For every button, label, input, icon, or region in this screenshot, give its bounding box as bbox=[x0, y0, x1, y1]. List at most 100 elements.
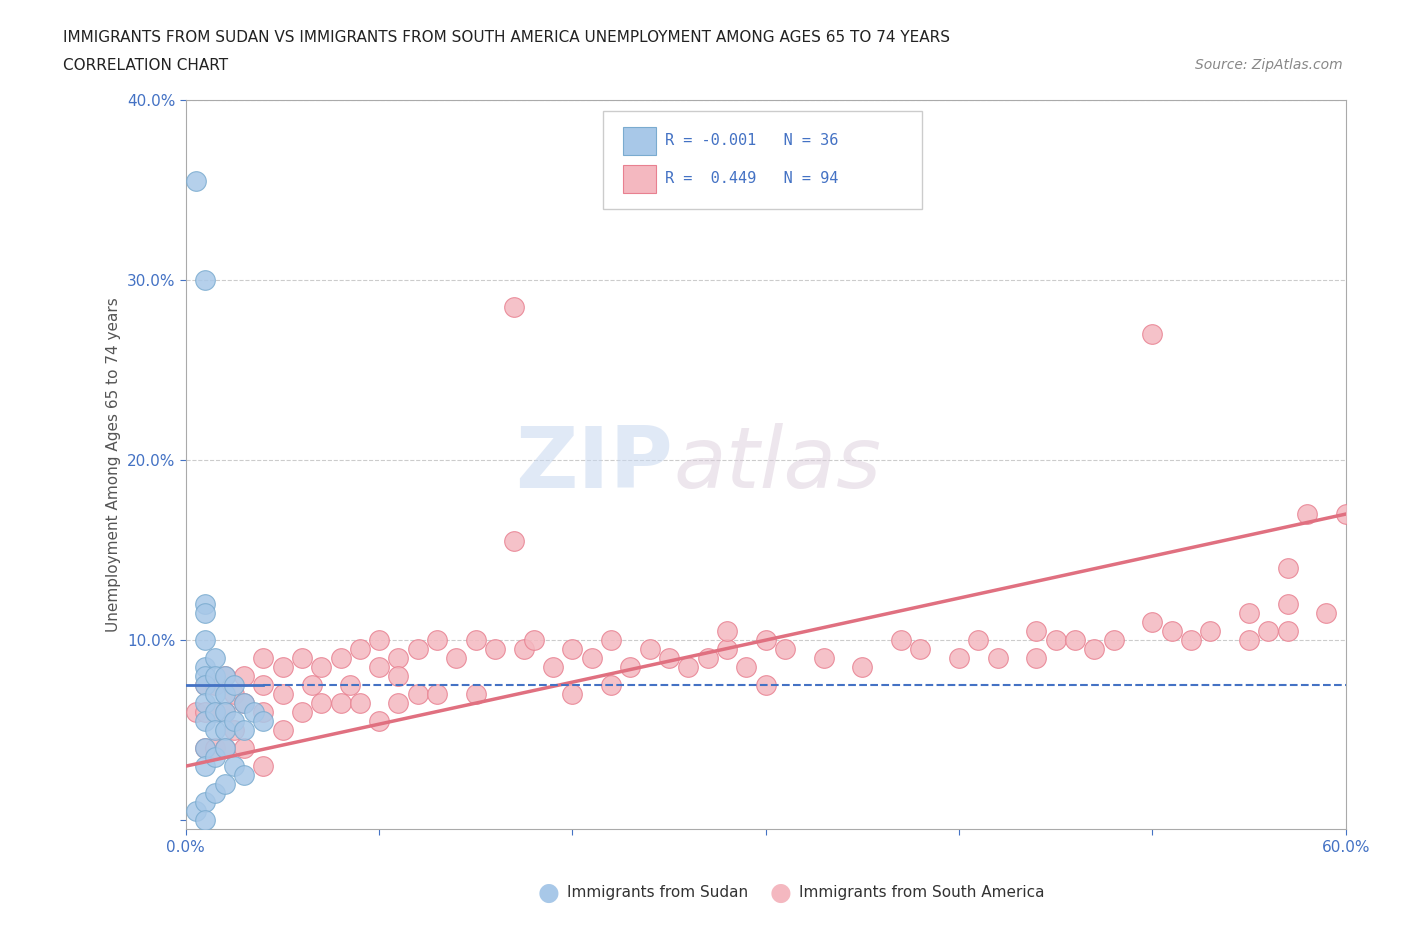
Point bbox=[1277, 624, 1299, 639]
Point bbox=[214, 686, 236, 701]
Point bbox=[406, 642, 429, 657]
Point bbox=[214, 777, 236, 791]
Point bbox=[194, 795, 217, 810]
Point bbox=[224, 713, 246, 728]
Point bbox=[232, 723, 254, 737]
Point bbox=[194, 632, 217, 647]
Text: IMMIGRANTS FROM SUDAN VS IMMIGRANTS FROM SOUTH AMERICA UNEMPLOYMENT AMONG AGES 6: IMMIGRANTS FROM SUDAN VS IMMIGRANTS FROM… bbox=[63, 30, 950, 45]
Point bbox=[1025, 651, 1047, 666]
Point bbox=[232, 767, 254, 782]
Point bbox=[406, 686, 429, 701]
Point bbox=[387, 696, 409, 711]
Y-axis label: Unemployment Among Ages 65 to 74 years: Unemployment Among Ages 65 to 74 years bbox=[107, 298, 121, 632]
Point bbox=[561, 686, 583, 701]
Point bbox=[755, 632, 778, 647]
Point bbox=[523, 632, 546, 647]
Point bbox=[194, 713, 217, 728]
Point bbox=[561, 642, 583, 657]
Point bbox=[967, 632, 990, 647]
Point bbox=[581, 651, 603, 666]
Point bbox=[204, 651, 226, 666]
Point bbox=[194, 678, 217, 693]
Bar bbox=[623, 127, 655, 154]
Point bbox=[600, 632, 623, 647]
Point bbox=[194, 740, 217, 755]
Point bbox=[204, 786, 226, 801]
FancyBboxPatch shape bbox=[603, 111, 922, 209]
Point bbox=[755, 678, 778, 693]
Point bbox=[224, 686, 246, 701]
Point bbox=[368, 713, 391, 728]
Point bbox=[638, 642, 661, 657]
Point bbox=[271, 723, 294, 737]
Point bbox=[1237, 632, 1260, 647]
Point bbox=[242, 705, 264, 720]
Point bbox=[291, 705, 314, 720]
Point bbox=[204, 686, 226, 701]
Point bbox=[1160, 624, 1182, 639]
Point bbox=[194, 605, 217, 620]
Point bbox=[214, 669, 236, 684]
Point bbox=[1257, 624, 1279, 639]
Point bbox=[232, 696, 254, 711]
Point bbox=[464, 686, 486, 701]
Point bbox=[194, 659, 217, 674]
Point bbox=[619, 659, 641, 674]
Point bbox=[446, 651, 468, 666]
Point bbox=[1277, 561, 1299, 576]
Point bbox=[1064, 632, 1087, 647]
Point bbox=[329, 696, 352, 711]
Point bbox=[1315, 605, 1337, 620]
Point bbox=[214, 723, 236, 737]
Point bbox=[368, 659, 391, 674]
Point bbox=[503, 534, 526, 549]
Point bbox=[503, 299, 526, 314]
Point bbox=[309, 696, 332, 711]
Point bbox=[349, 696, 371, 711]
Point bbox=[252, 705, 274, 720]
Point bbox=[194, 705, 217, 720]
Point bbox=[291, 651, 314, 666]
Point bbox=[1102, 632, 1125, 647]
Point bbox=[1142, 615, 1164, 630]
Text: Source: ZipAtlas.com: Source: ZipAtlas.com bbox=[1195, 58, 1343, 72]
Point bbox=[329, 651, 352, 666]
Point bbox=[232, 696, 254, 711]
Point bbox=[426, 686, 449, 701]
Point bbox=[484, 642, 506, 657]
Point bbox=[224, 678, 246, 693]
Point bbox=[1083, 642, 1105, 657]
Text: ZIP: ZIP bbox=[515, 423, 673, 506]
Point bbox=[890, 632, 912, 647]
Point bbox=[204, 669, 226, 684]
Point bbox=[194, 597, 217, 612]
Point bbox=[309, 659, 332, 674]
Point bbox=[1277, 597, 1299, 612]
Point bbox=[204, 750, 226, 764]
Point bbox=[252, 713, 274, 728]
Text: Immigrants from Sudan: Immigrants from Sudan bbox=[567, 885, 748, 900]
Point bbox=[716, 624, 738, 639]
Point bbox=[232, 669, 254, 684]
Text: CORRELATION CHART: CORRELATION CHART bbox=[63, 58, 228, 73]
Point bbox=[910, 642, 932, 657]
Point bbox=[339, 678, 361, 693]
Point bbox=[735, 659, 758, 674]
Point bbox=[184, 174, 207, 189]
Point bbox=[184, 804, 207, 818]
Point bbox=[1237, 605, 1260, 620]
Point bbox=[194, 740, 217, 755]
Point bbox=[464, 632, 486, 647]
Point bbox=[1296, 507, 1319, 522]
Point bbox=[1334, 507, 1357, 522]
Point bbox=[252, 651, 274, 666]
Text: Immigrants from South America: Immigrants from South America bbox=[799, 885, 1045, 900]
Point bbox=[696, 651, 718, 666]
Point bbox=[948, 651, 970, 666]
Point bbox=[349, 642, 371, 657]
Point bbox=[716, 642, 738, 657]
Point bbox=[214, 669, 236, 684]
Point bbox=[813, 651, 835, 666]
Point bbox=[513, 642, 536, 657]
Point bbox=[851, 659, 873, 674]
